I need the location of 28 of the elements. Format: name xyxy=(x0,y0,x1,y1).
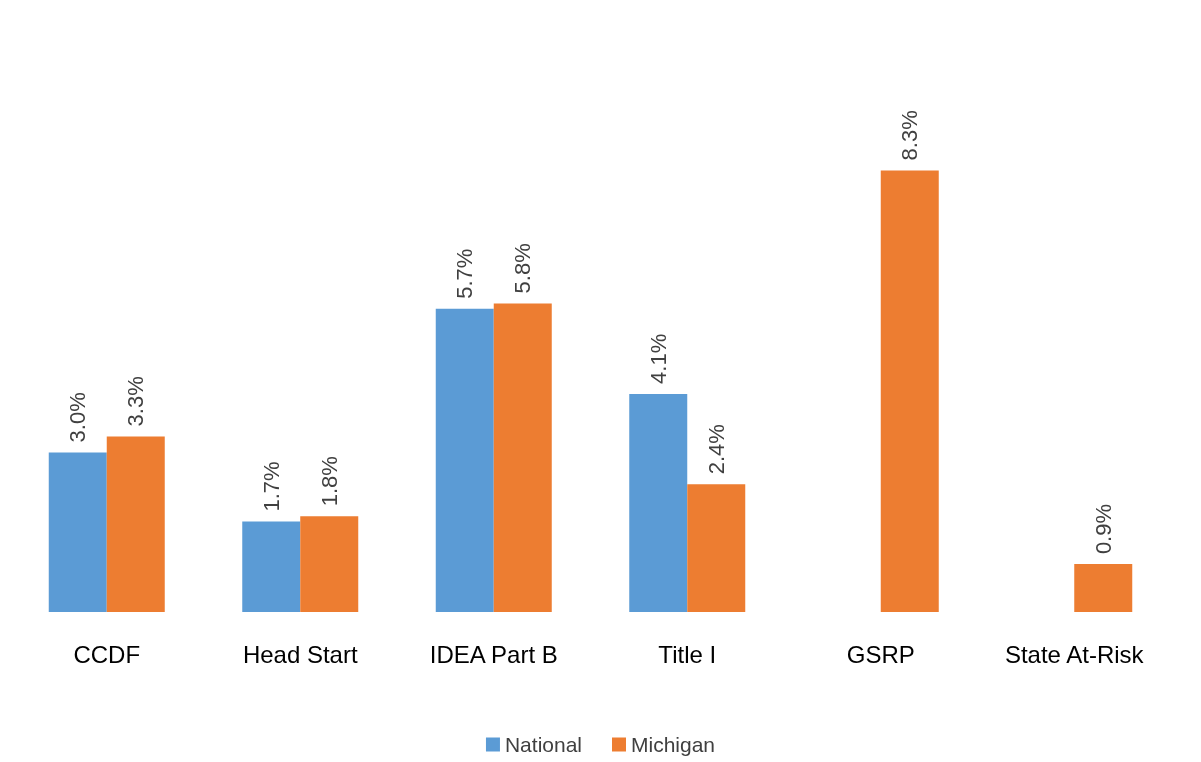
data-label: 1.7% xyxy=(258,461,284,512)
legend-label: National xyxy=(504,733,583,756)
bar xyxy=(435,308,494,612)
data-label: 2.4% xyxy=(703,424,729,475)
bar xyxy=(629,393,688,612)
x-tick-label: IDEA Part B xyxy=(429,640,558,668)
bar xyxy=(1074,564,1133,612)
bar xyxy=(880,170,939,612)
data-label: 5.7% xyxy=(452,248,478,299)
x-tick-label: GSRP xyxy=(846,640,915,668)
bar xyxy=(493,303,552,612)
data-label: 0.9% xyxy=(1090,503,1116,555)
bar xyxy=(48,452,107,612)
x-tick-label: State At-Risk xyxy=(1004,640,1145,668)
data-label: 8.3% xyxy=(897,110,923,161)
data-label: 1.8% xyxy=(316,456,342,507)
bar xyxy=(300,516,359,612)
data-label: 3.3% xyxy=(123,376,149,427)
legend-label: Michigan xyxy=(631,733,716,756)
bar xyxy=(242,521,301,612)
data-label: 5.8% xyxy=(510,243,536,294)
data-label: 4.1% xyxy=(645,333,671,384)
bar xyxy=(106,436,165,612)
data-label: 3.0% xyxy=(65,392,91,443)
x-tick-label: Title I xyxy=(658,640,717,668)
bar xyxy=(687,484,746,612)
x-tick-label: CCDF xyxy=(73,640,141,668)
x-tick-label: Head Start xyxy=(242,640,358,668)
